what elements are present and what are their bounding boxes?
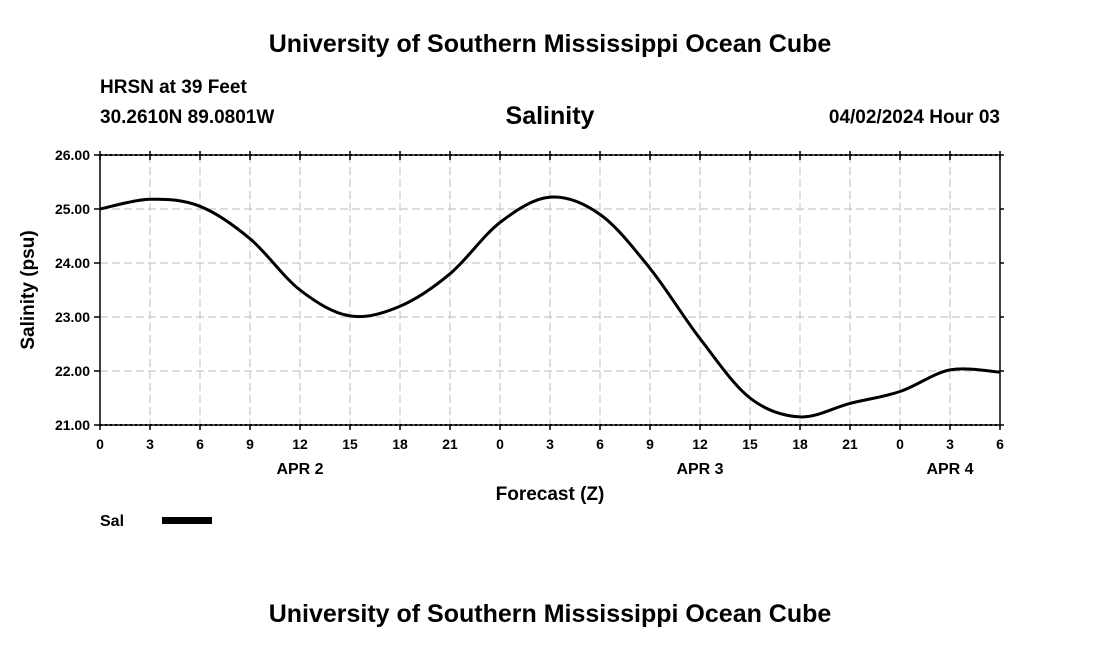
forecast-datetime: 04/02/2024 Hour 03 [828, 107, 1000, 128]
station-coordinates: 30.2610N 89.0801W [100, 107, 275, 128]
x-tick-label: 12 [692, 436, 708, 452]
y-tick-label: 25.00 [55, 201, 90, 217]
y-tick-label: 21.00 [55, 417, 90, 433]
x-tick-label: 21 [442, 436, 458, 452]
station-name: HRSN at 39 Feet [100, 77, 247, 98]
date-label: APR 4 [926, 461, 973, 478]
x-tick-label: 21 [842, 436, 858, 452]
x-tick-label: 18 [792, 436, 808, 452]
header-title: University of Southern Mississippi Ocean… [268, 30, 832, 58]
y-tick-label: 24.00 [55, 255, 90, 271]
x-tick-label: 9 [646, 436, 654, 452]
footer-title: University of Southern Mississippi Ocean… [268, 600, 832, 628]
x-tick-label: 0 [96, 436, 104, 452]
x-tick-label: 0 [896, 436, 904, 452]
x-tick-label: 3 [946, 436, 954, 452]
chart-title: Salinity [505, 102, 595, 130]
y-tick-label: 22.00 [55, 363, 90, 379]
y-tick-label: 23.00 [55, 309, 90, 325]
x-tick-label: 6 [596, 436, 604, 452]
legend-label: Sal [100, 513, 124, 530]
y-tick-label: 26.00 [55, 147, 90, 163]
x-tick-label: 6 [196, 436, 204, 452]
x-tick-label: 3 [146, 436, 154, 452]
x-tick-label: 18 [392, 436, 408, 452]
x-tick-label: 6 [996, 436, 1004, 452]
y-axis-label: Salinity (psu) [18, 230, 39, 349]
date-label: APR 2 [276, 461, 323, 478]
x-tick-label: 9 [246, 436, 254, 452]
x-tick-label: 3 [546, 436, 554, 452]
x-tick-label: 0 [496, 436, 504, 452]
x-axis-label: Forecast (Z) [496, 484, 605, 505]
x-tick-label: 15 [742, 436, 758, 452]
series-line-sal [99, 195, 1001, 419]
x-tick-label: 15 [342, 436, 358, 452]
x-tick-label: 12 [292, 436, 308, 452]
legend-swatch [162, 517, 212, 524]
date-label: APR 3 [676, 461, 723, 478]
